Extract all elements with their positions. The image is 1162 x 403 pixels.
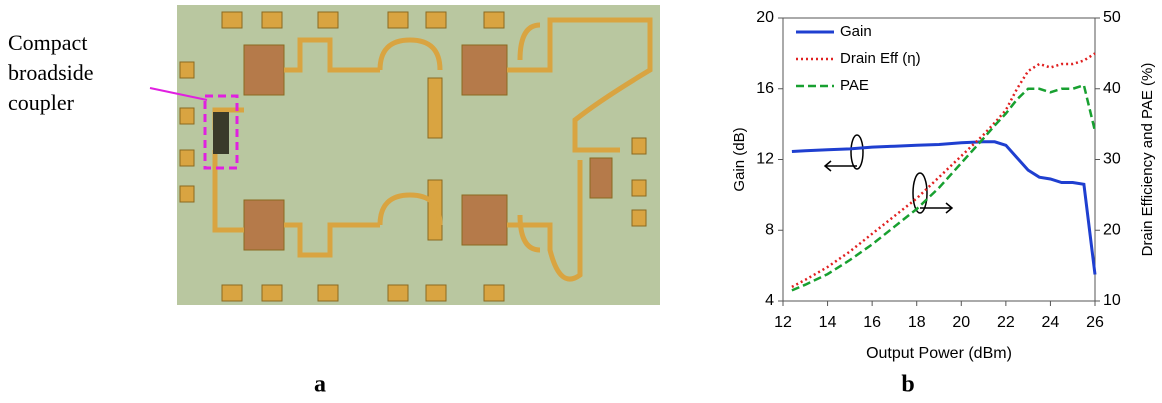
series-line: [792, 53, 1095, 287]
x-tick-label: 16: [863, 314, 881, 331]
x-axis-label: Output Power (dBm): [866, 345, 1012, 362]
annotation-line: broadside: [8, 60, 94, 85]
x-tick-label: 26: [1086, 314, 1104, 331]
y-tick-label: 4: [765, 292, 774, 309]
legend-label: Drain Eff (η): [840, 50, 921, 67]
y2-tick-label: 40: [1103, 80, 1121, 97]
y2-tick-label: 30: [1103, 151, 1121, 168]
y-tick-label: 16: [756, 80, 774, 97]
panel-label: a: [314, 372, 326, 398]
annotation-line: Compact: [8, 30, 87, 55]
x-tick-label: 14: [819, 314, 837, 331]
y2-tick-label: 10: [1103, 292, 1121, 309]
y-tick-label: 20: [756, 9, 774, 26]
y-tick-label: 8: [765, 221, 774, 238]
series-line: [792, 85, 1095, 290]
x-tick-label: 18: [908, 314, 926, 331]
x-tick-label: 24: [1042, 314, 1060, 331]
y2-axis-label: Drain Efficiency and PAE (%): [1139, 63, 1156, 257]
y2-tick-label: 20: [1103, 221, 1121, 238]
x-tick-label: 22: [997, 314, 1015, 331]
panel-label: b: [901, 372, 914, 398]
chip-photo: [177, 5, 660, 305]
figure: Compact broadside coupler a b 12 14 16 18 20…: [0, 0, 1162, 403]
x-tick-label: 20: [952, 314, 970, 331]
legend-label: Gain: [840, 23, 872, 40]
y2-tick-label: 50: [1103, 9, 1121, 26]
annotation-line: coupler: [8, 90, 75, 115]
y-tick-label: 12: [756, 151, 774, 168]
plot-frame: [783, 18, 1095, 301]
legend-label: PAE: [840, 77, 869, 94]
x-tick-label: 12: [774, 314, 792, 331]
y-axis-label: Gain (dB): [731, 127, 748, 191]
